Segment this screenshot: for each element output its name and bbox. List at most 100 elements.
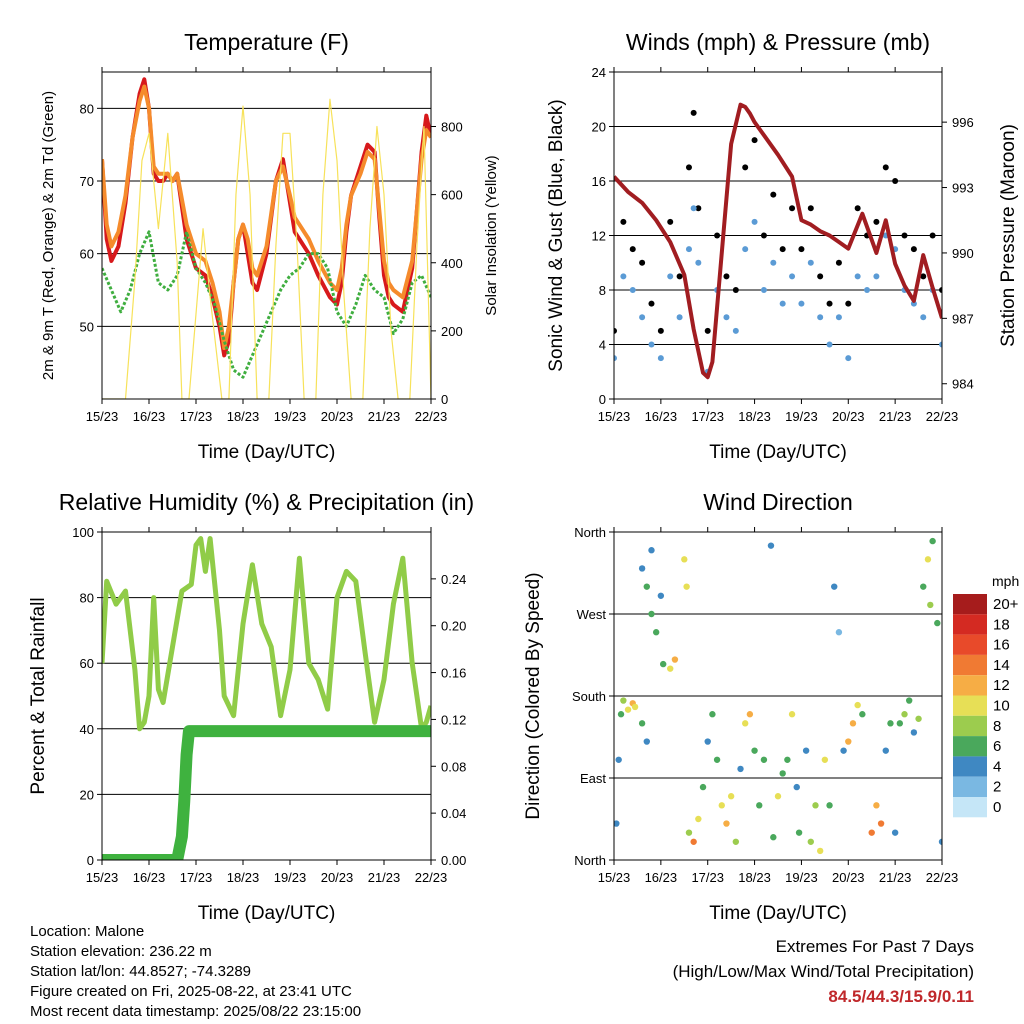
direction-point	[868, 829, 875, 836]
data-point	[789, 273, 796, 280]
data-point	[695, 205, 702, 212]
series-line	[102, 98, 431, 399]
plot-area-2	[102, 532, 431, 860]
x-tick-label: 15/23	[598, 870, 631, 885]
x-tick-label: 19/23	[274, 409, 307, 424]
direction-point	[821, 756, 829, 763]
colorbar-swatch	[953, 594, 987, 615]
data-point	[620, 273, 627, 280]
data-point	[657, 327, 664, 334]
direction-point	[617, 711, 625, 718]
extremes-title: Extremes For Past 7 Days	[775, 937, 974, 956]
direction-point	[873, 802, 880, 809]
colorbar-swatch	[953, 736, 987, 757]
direction-point	[887, 720, 894, 727]
data-point	[723, 273, 730, 280]
plot-frame	[101, 71, 432, 400]
y-axis-label: Direction (Colored By Speed)	[523, 572, 544, 819]
x-tick-label: 16/23	[645, 870, 678, 885]
chart-title: Temperature (F)	[184, 29, 349, 55]
x-tick-label: 15/23	[86, 870, 119, 885]
direction-point	[938, 838, 942, 845]
y-right-tick-label: 0.12	[441, 712, 466, 727]
y-right-tick-label: 0.04	[441, 806, 466, 821]
direction-point	[732, 838, 740, 845]
direction-point	[756, 802, 763, 809]
y-right-tick-label: 987	[952, 311, 974, 326]
y-tick-label: 40	[80, 722, 94, 737]
direction-point	[920, 583, 927, 590]
y-tick-label: South	[572, 689, 606, 704]
data-point	[920, 314, 927, 321]
direction-point	[767, 542, 775, 549]
data-point	[798, 246, 805, 253]
x-tick-label: 19/23	[785, 870, 818, 885]
direction-point	[652, 629, 660, 636]
x-tick-label: 19/23	[785, 409, 818, 424]
data-point	[732, 287, 739, 293]
colorbar-swatch	[953, 797, 987, 818]
y-tick-label: 24	[592, 65, 606, 80]
data-point	[807, 259, 814, 266]
data-point	[676, 273, 683, 280]
direction-point	[737, 765, 744, 773]
extremes-box: Extremes For Past 7 Days (High/Low/Max W…	[673, 934, 974, 1009]
direction-point	[849, 720, 857, 727]
direction-point	[770, 834, 777, 841]
plot-area-1	[614, 72, 942, 399]
precip-line	[102, 725, 431, 860]
data-point	[690, 109, 697, 116]
y-right-tick-label: 0.08	[441, 759, 466, 774]
direction-point	[784, 756, 791, 763]
direction-point	[690, 838, 697, 845]
direction-point	[793, 783, 800, 791]
direction-point	[713, 756, 721, 763]
direction-point	[643, 583, 650, 590]
direction-point	[812, 802, 819, 809]
data-point	[854, 273, 861, 280]
station-info: Location: Malone Station elevation: 236.…	[30, 922, 361, 1022]
y-tick-label: 50	[80, 319, 94, 334]
x-axis-label: Time (Day/UTC)	[198, 903, 336, 924]
data-point	[742, 246, 749, 253]
colorbar-label: 4	[993, 758, 1001, 775]
x-tick-label: 22/23	[415, 409, 448, 424]
location-text: Location: Malone	[30, 923, 145, 940]
direction-point	[906, 697, 913, 704]
direction-point	[709, 711, 716, 718]
x-tick-label: 16/23	[133, 409, 166, 424]
x-tick-label: 18/23	[738, 409, 771, 424]
colorbar-label: 16	[993, 637, 1010, 654]
y-tick-label: North	[574, 525, 606, 540]
series-line	[102, 536, 431, 732]
x-tick-label: 20/23	[321, 870, 354, 885]
direction-point	[929, 537, 936, 545]
plot-area-0	[102, 77, 431, 399]
data-point	[939, 341, 942, 348]
x-tick-label: 17/23	[691, 409, 724, 424]
x-tick-label: 21/23	[368, 409, 401, 424]
y-right-tick-label: 996	[952, 115, 974, 130]
direction-point	[934, 619, 941, 627]
data-point	[685, 246, 692, 253]
data-point	[657, 355, 664, 362]
data-point	[732, 327, 739, 334]
data-point	[629, 246, 636, 253]
data-point	[760, 287, 767, 293]
y-tick-label: 20	[80, 787, 94, 802]
plot-frame	[101, 531, 432, 861]
colorbar-title: mph	[992, 573, 1019, 589]
x-tick-label: 20/23	[321, 409, 354, 424]
data-point	[835, 259, 842, 266]
direction-point	[718, 802, 725, 809]
colorbar-swatch	[953, 695, 987, 716]
direction-point	[648, 610, 655, 618]
direction-point	[667, 665, 674, 672]
series-line	[614, 102, 942, 380]
x-tick-label: 17/23	[180, 870, 213, 885]
direction-point	[624, 706, 632, 713]
elevation-text: Station elevation: 236.22 m	[30, 943, 212, 960]
y-tick-label: North	[574, 853, 606, 868]
plot-frame	[613, 71, 943, 400]
direction-point	[638, 565, 646, 572]
